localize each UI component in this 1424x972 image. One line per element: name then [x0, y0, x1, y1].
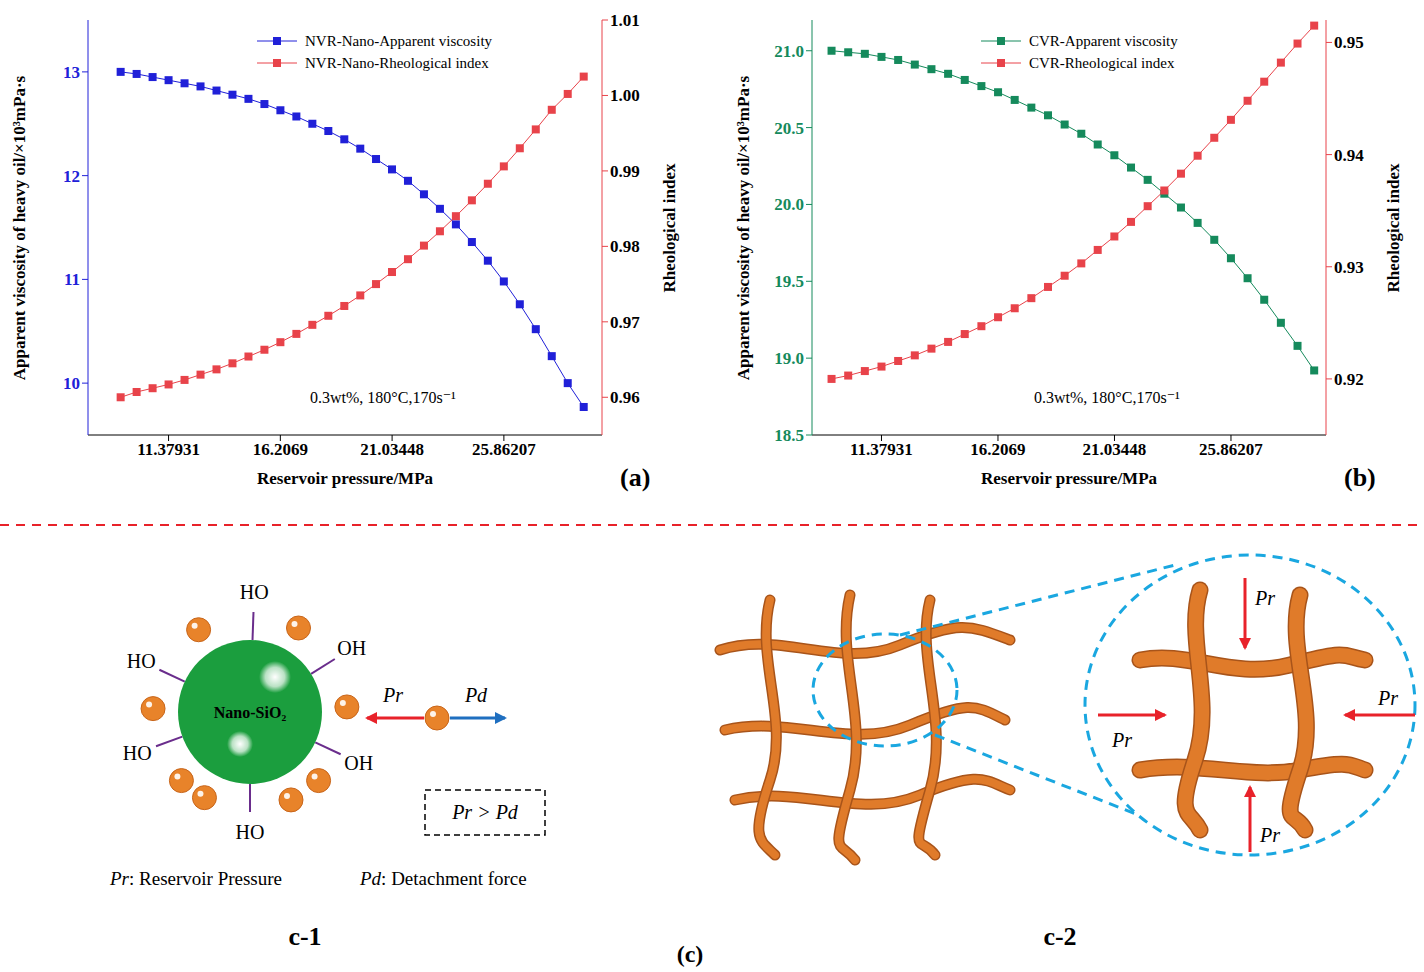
svg-text:Pr: Pr — [1377, 687, 1398, 709]
svg-text:HO: HO — [127, 650, 156, 672]
svg-text:0.98: 0.98 — [610, 237, 640, 256]
svg-text:HO: HO — [123, 742, 152, 764]
svg-text:16.2069: 16.2069 — [253, 440, 308, 459]
html-text:(b): (b) — [1344, 463, 1376, 492]
svg-text:0.92: 0.92 — [1334, 370, 1364, 389]
svg-text:OH: OH — [344, 752, 373, 774]
svg-text:0.99: 0.99 — [610, 162, 640, 181]
html-text:CVR-Rheological index: CVR-Rheological index — [1029, 54, 1175, 71]
svg-text:Pr: Pr — [382, 684, 403, 706]
svg-text:Pr: Pr — [1254, 587, 1275, 609]
svg-text:21.0: 21.0 — [774, 42, 804, 61]
svg-text:0.94: 0.94 — [1334, 146, 1364, 165]
svg-text:Pd: Detachment force: Pd: Detachment force — [359, 868, 527, 889]
svg-text:Nano-SiO₂: Nano-SiO₂ — [214, 704, 287, 721]
svg-text:19.0: 19.0 — [774, 349, 804, 368]
svg-text:18.5: 18.5 — [774, 426, 804, 445]
svg-text:0.96: 0.96 — [610, 388, 640, 407]
svg-text:13: 13 — [63, 63, 80, 82]
html-text:NVR-Nano-Rheological index: NVR-Nano-Rheological index — [305, 54, 489, 71]
svg-text:OH: OH — [337, 637, 366, 659]
html-text:0.3wt%, 180°C,170s⁻¹: 0.3wt%, 180°C,170s⁻¹ — [310, 389, 456, 406]
svg-text:21.03448: 21.03448 — [360, 440, 424, 459]
html-text:Rheological index: Rheological index — [660, 163, 679, 292]
svg-text:20.5: 20.5 — [774, 119, 804, 138]
svg-text:12: 12 — [63, 167, 80, 186]
html-text:0.3wt%, 180°C,170s⁻¹: 0.3wt%, 180°C,170s⁻¹ — [1034, 389, 1180, 406]
svg-text:10: 10 — [63, 374, 80, 393]
svg-text:HO: HO — [240, 581, 269, 603]
svg-text:Pr > Pd: Pr > Pd — [451, 801, 519, 823]
html-text:Reservoir pressure/MPa: Reservoir pressure/MPa — [256, 469, 434, 488]
svg-text:1.00: 1.00 — [610, 86, 640, 105]
svg-text:16.2069: 16.2069 — [970, 440, 1025, 459]
svg-text:0.93: 0.93 — [1334, 258, 1364, 277]
html-text:Rheological index: Rheological index — [1384, 163, 1403, 292]
svg-text:21.03448: 21.03448 — [1083, 440, 1147, 459]
svg-text:11: 11 — [64, 270, 80, 289]
svg-text:0.95: 0.95 — [1334, 33, 1364, 52]
svg-text:Pr: Reservoir Pressure: Pr: Reservoir Pressure — [109, 868, 282, 889]
svg-text:c-1: c-1 — [288, 922, 321, 951]
html-text:Apparent viscosity of heavy oi: Apparent viscosity of heavy oil/×10³mPa·… — [10, 75, 29, 380]
svg-text:25.86207: 25.86207 — [472, 440, 536, 459]
svg-text:Pr: Pr — [1111, 729, 1132, 751]
svg-text:11.37931: 11.37931 — [137, 440, 200, 459]
svg-text:25.86207: 25.86207 — [1199, 440, 1263, 459]
svg-text:(c): (c) — [677, 941, 704, 967]
svg-text:c-2: c-2 — [1043, 922, 1076, 951]
html-text:Apparent viscosity of heavy oi: Apparent viscosity of heavy oil/×10³mPa·… — [734, 75, 753, 380]
html-text:Reservoir pressure/MPa: Reservoir pressure/MPa — [980, 469, 1158, 488]
svg-text:HO: HO — [236, 821, 265, 843]
svg-text:1.01: 1.01 — [610, 11, 640, 30]
svg-text:0.97: 0.97 — [610, 313, 640, 332]
svg-text:Pd: Pd — [464, 684, 488, 706]
svg-text:11.37931: 11.37931 — [850, 440, 913, 459]
svg-text:Pr: Pr — [1259, 824, 1280, 846]
svg-text:19.5: 19.5 — [774, 272, 804, 291]
html-text:NVR-Nano-Apparent viscosity: NVR-Nano-Apparent viscosity — [305, 32, 492, 49]
html-text:(a): (a) — [620, 463, 651, 492]
html-text:CVR-Apparent viscosity: CVR-Apparent viscosity — [1029, 32, 1178, 49]
svg-text:20.0: 20.0 — [774, 195, 804, 214]
